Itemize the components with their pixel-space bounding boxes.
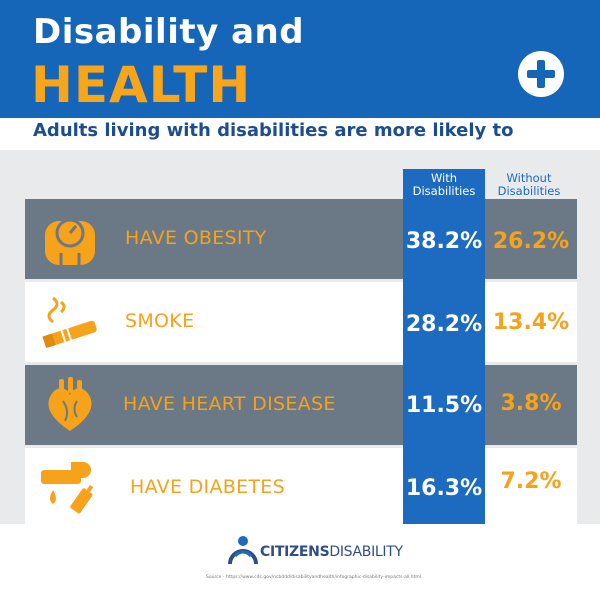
column-header-without: Without Disabilities bbox=[497, 171, 561, 198]
citizens-disability-logo-icon bbox=[228, 536, 258, 565]
row-label-diabetes: HAVE DIABETES bbox=[130, 476, 285, 498]
row-diabetes: HAVE DIABETES bbox=[25, 448, 577, 528]
subtitle: Adults living with disabilities are more… bbox=[33, 120, 514, 141]
value-with-obesity: 38.2% bbox=[405, 229, 483, 254]
value-with-smoke: 28.2% bbox=[405, 312, 483, 337]
logo-text-bold: CITIZENS bbox=[260, 544, 330, 560]
subtitle-band bbox=[0, 118, 600, 150]
row-obesity: HAVE OBESITY bbox=[25, 199, 577, 279]
source-citation: Source - https://www.cdc.gov/ncbddd/disa… bbox=[206, 575, 422, 580]
value-with-diabetes: 16.3% bbox=[405, 476, 483, 501]
syringe-icon bbox=[41, 462, 94, 514]
scale-icon bbox=[45, 218, 95, 265]
row-label-heart: HAVE HEART DISEASE bbox=[123, 393, 336, 415]
cigarette-icon bbox=[42, 296, 97, 349]
row-heart: HAVE HEART DISEASE bbox=[25, 365, 577, 445]
title-line-1: Disability and bbox=[33, 12, 305, 52]
row-label-obesity: HAVE OBESITY bbox=[125, 227, 267, 249]
row-label-smoke: SMOKE bbox=[125, 310, 195, 332]
title-line-2: HEALTH bbox=[31, 56, 252, 114]
plus-icon bbox=[518, 51, 564, 97]
with-disabilities-column bbox=[403, 169, 485, 524]
logo-text-thin: DISABILITY bbox=[329, 544, 403, 560]
header-banner: Disability and HEALTH bbox=[0, 0, 600, 118]
logo-wordmark: CITIZENSDISABILITY bbox=[260, 544, 403, 560]
value-with-heart: 11.5% bbox=[405, 393, 483, 418]
column-header-with: With Disabilities bbox=[412, 171, 476, 198]
value-without-smoke: 13.4% bbox=[492, 310, 570, 335]
value-without-obesity: 26.2% bbox=[492, 229, 570, 254]
row-smoke: SMOKE bbox=[25, 282, 577, 362]
heart-icon bbox=[48, 377, 92, 431]
value-without-diabetes: 7.2% bbox=[500, 469, 562, 494]
value-without-heart: 3.8% bbox=[500, 391, 562, 416]
